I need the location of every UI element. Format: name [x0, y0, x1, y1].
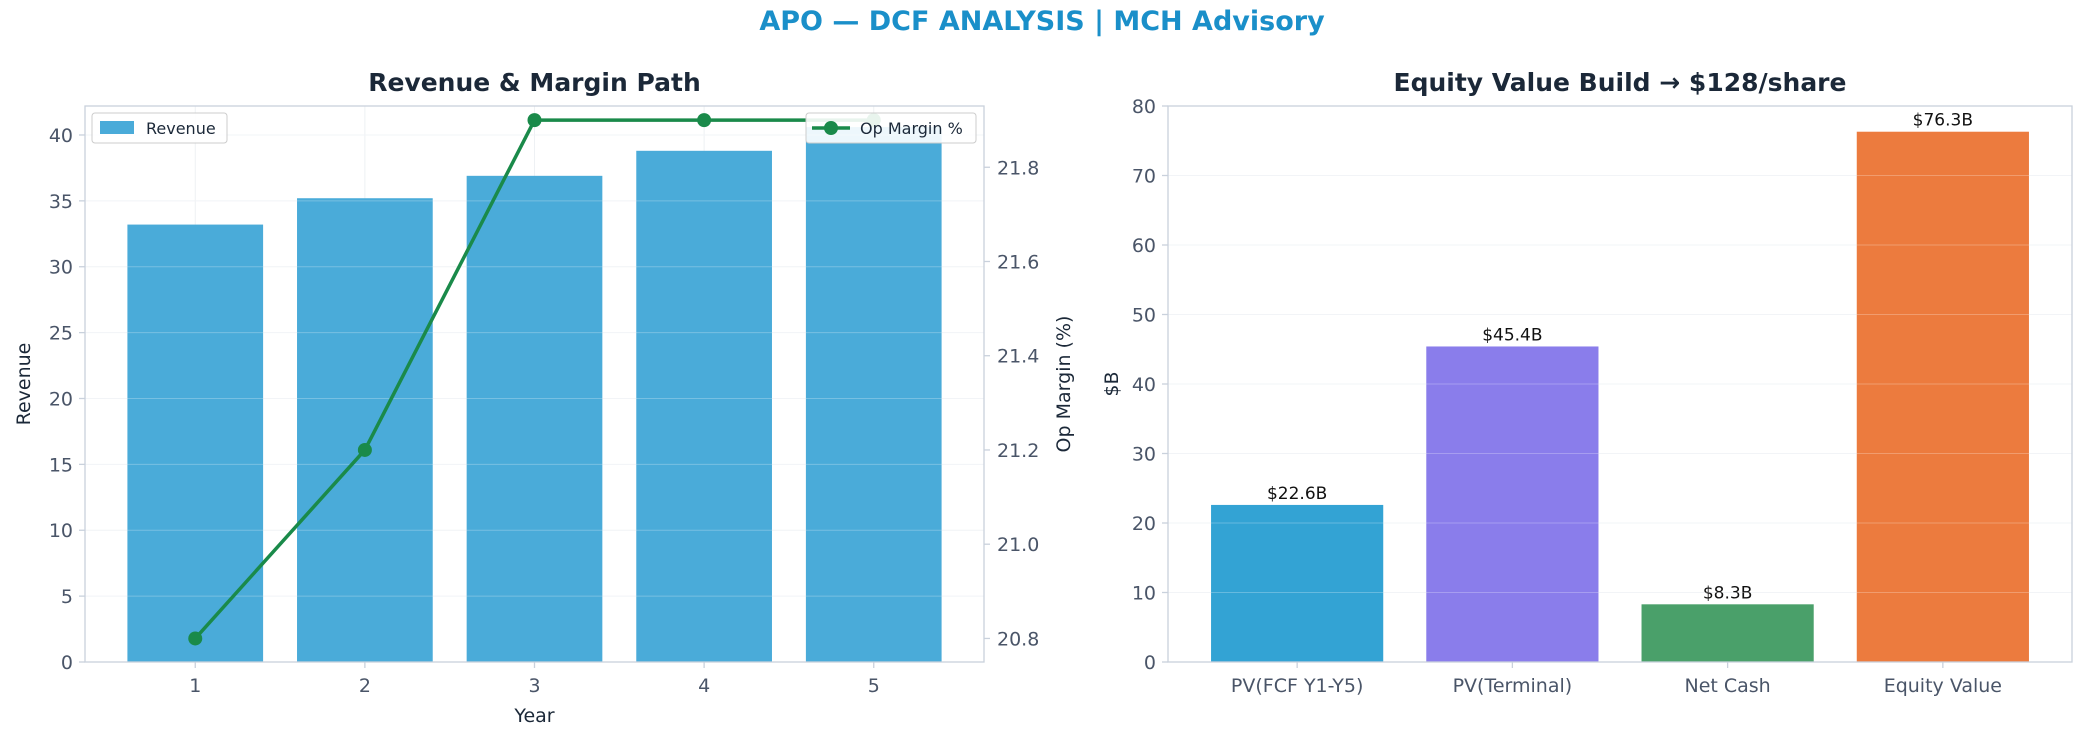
margin-y-tick-label: 21.8 [997, 157, 1039, 179]
revenue-bar [297, 198, 433, 663]
equity-y-tick-label: 50 [1132, 305, 1156, 327]
equity-y-tick-label: 60 [1132, 235, 1156, 257]
margin-y-axis-label: Op Margin (%) [1053, 316, 1075, 453]
year-tick-label: 3 [528, 675, 540, 697]
op-margin-point [357, 442, 372, 457]
equity-x-tick-label: PV(FCF Y1-Y5) [1231, 675, 1363, 697]
page-title: APO — DCF ANALYSIS | MCH Advisory [759, 6, 1325, 37]
revenue-y-tick-label: 20 [49, 388, 73, 410]
equity-chart-title: Equity Value Build → $128/share [1394, 68, 1847, 97]
revenue-y-tick-label: 15 [49, 454, 73, 476]
op-margin-point [697, 113, 712, 128]
revenue-chart-title: Revenue & Margin Path [368, 68, 701, 97]
margin-y-tick-label: 21.0 [997, 534, 1039, 556]
revenue-legend-label: Revenue [146, 119, 216, 138]
margin-y-tick-label: 21.2 [997, 440, 1039, 462]
equity-y-tick-label: 0 [1144, 652, 1156, 674]
equity-bar [1211, 504, 1384, 662]
op-margin-point [188, 631, 203, 646]
margin-y-tick-label: 20.8 [997, 628, 1039, 650]
revenue-legend-box [91, 112, 228, 144]
equity-bar [1426, 346, 1599, 662]
equity-y-tick-label: 10 [1132, 583, 1156, 605]
equity-bar [1856, 131, 2029, 663]
equity-y-tick-label: 70 [1132, 166, 1156, 188]
op-margin-legend-label: Op Margin % [860, 119, 963, 138]
equity-bar-data-label: $76.3B [1913, 111, 1973, 131]
equity-bar [1641, 604, 1814, 662]
revenue-y-tick-label: 35 [49, 191, 73, 213]
equity-y-tick-label: 30 [1132, 444, 1156, 466]
equity-x-tick-label: Equity Value [1884, 675, 2002, 697]
equity-x-tick-label: PV(Terminal) [1453, 675, 1573, 697]
equity-y-tick-label: 80 [1132, 96, 1156, 118]
year-tick-label: 4 [698, 675, 710, 697]
revenue-x-axis-label: Year [513, 705, 554, 727]
equity-x-tick-label: Net Cash [1684, 675, 1770, 697]
equity-y-axis-label: $B [1101, 371, 1123, 396]
revenue-bar [805, 127, 942, 662]
year-tick-label: 1 [189, 675, 201, 697]
revenue-y-tick-label: 25 [49, 323, 73, 345]
equity-bar-data-label: $22.6B [1267, 484, 1327, 504]
op-margin-legend-marker [824, 121, 838, 135]
revenue-y-tick-label: 40 [49, 125, 73, 147]
equity-bar-data-label: $45.4B [1482, 325, 1542, 345]
revenue-legend-swatch [100, 121, 134, 134]
revenue-bar [466, 175, 603, 662]
year-tick-label: 2 [359, 675, 371, 697]
equity-y-tick-label: 20 [1132, 513, 1156, 535]
op-margin-point [527, 113, 542, 128]
year-tick-label: 5 [868, 675, 880, 697]
equity-bar-data-label: $8.3B [1703, 583, 1753, 603]
revenue-y-axis-label: Revenue [13, 343, 35, 426]
equity-y-tick-label: 40 [1132, 374, 1156, 396]
revenue-y-tick-label: 10 [49, 520, 73, 542]
revenue-bar [636, 150, 772, 662]
op-margin-legend-box [805, 112, 977, 144]
revenue-y-tick-label: 0 [61, 652, 73, 674]
revenue-y-tick-label: 30 [49, 257, 73, 279]
margin-y-tick-label: 21.4 [997, 346, 1039, 368]
revenue-y-tick-label: 5 [61, 586, 73, 608]
margin-y-tick-label: 21.6 [997, 251, 1039, 273]
